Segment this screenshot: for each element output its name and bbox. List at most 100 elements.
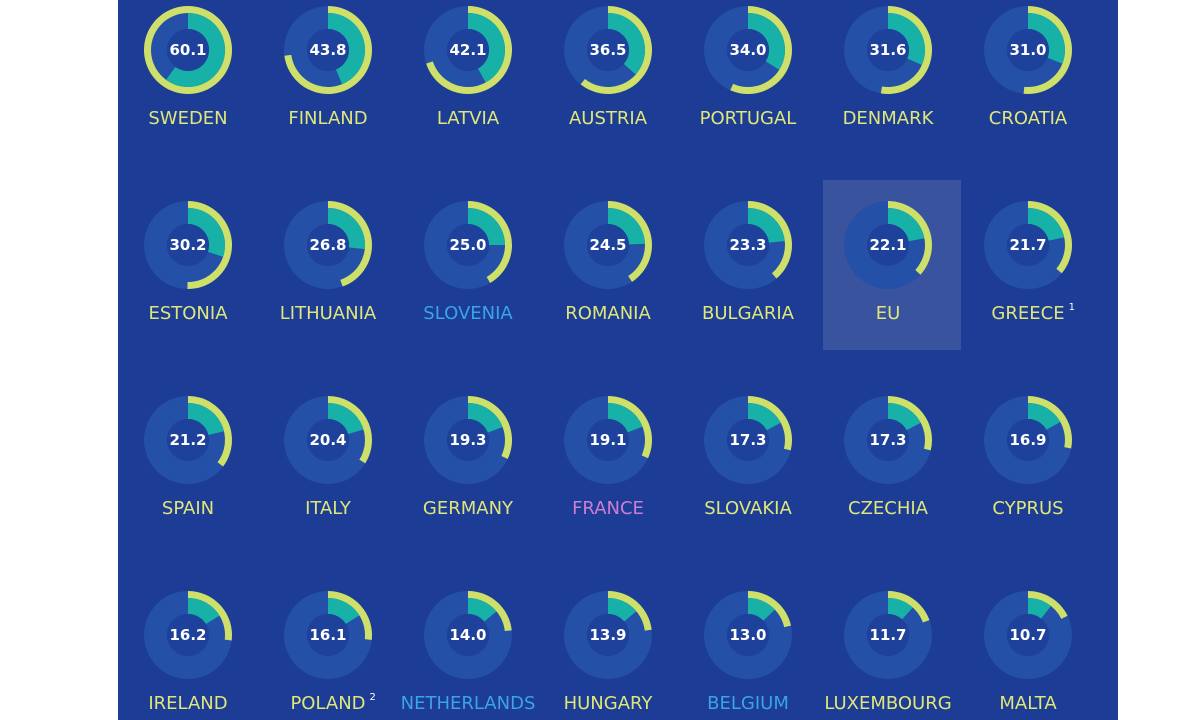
footnote-marker-greece: 1 [1069, 302, 1075, 313]
value-label-poland: 16.1 [309, 626, 346, 644]
country-label-france: FRANCE [572, 498, 644, 519]
outer-arc-greece [1028, 201, 1072, 274]
inner-arc-luxembourg [888, 598, 913, 620]
outer-arc-ireland [188, 591, 232, 641]
inner-disc [587, 29, 629, 71]
country-label-portugal: PORTUGAL [700, 108, 797, 129]
country-item-hungary: 13.9 HUNGARY [564, 591, 653, 714]
inner-arc-spain [188, 403, 224, 436]
country-item-eu: 22.1 EU [823, 180, 961, 350]
country-item-austria: 36.5 AUSTRIA [564, 6, 652, 129]
inner-disc [587, 224, 629, 266]
value-label-eu: 22.1 [869, 236, 906, 254]
country-item-slovenia: 25.0 SLOVENIA [423, 201, 513, 324]
inner-disc [1007, 614, 1049, 656]
value-label-slovakia: 17.3 [729, 431, 766, 449]
inner-arc-germany [468, 403, 503, 433]
country-item-slovakia: 17.3 SLOVAKIA [704, 396, 792, 519]
country-label-bulgaria: BULGARIA [702, 303, 795, 324]
value-label-ireland: 16.2 [169, 626, 206, 644]
country-label-greece: GREECE [991, 303, 1064, 324]
inner-arc-latvia [468, 13, 506, 83]
value-label-croatia: 31.0 [1009, 41, 1046, 59]
country-label-slovakia: SLOVAKIA [704, 498, 792, 519]
value-label-cyprus: 16.9 [1009, 431, 1046, 449]
country-item-ireland: 16.2 IRELAND [144, 591, 232, 714]
country-label-germany: GERMANY [423, 498, 514, 519]
country-item-italy: 20.4 ITALY [284, 396, 373, 519]
country-item-portugal: 34.0 PORTUGAL [700, 6, 797, 129]
country-label-czechia: CZECHIA [848, 498, 929, 519]
country-item-france: 19.1 FRANCE [564, 396, 653, 519]
country-item-czechia: 17.3 CZECHIA [844, 396, 932, 519]
inner-disc [307, 224, 349, 266]
inner-arc-poland [328, 598, 360, 624]
inner-disc [167, 224, 209, 266]
outer-arc-slovenia [468, 201, 512, 284]
value-label-austria: 36.5 [589, 41, 626, 59]
inner-disc [307, 614, 349, 656]
inner-disc [587, 419, 629, 461]
inner-arc-finland [328, 13, 365, 85]
inner-disc [727, 224, 769, 266]
inner-arc-greece [1028, 208, 1065, 241]
country-item-lithuania: 26.8 LITHUANIA [280, 201, 377, 324]
outer-arc-spain [188, 396, 233, 467]
country-item-greece: 21.7 GREECE [984, 201, 1072, 324]
outer-arc-denmark [880, 6, 932, 94]
inner-arc-netherlands [468, 598, 497, 622]
inner-disc [307, 29, 349, 71]
country-item-spain: 21.2 SPAIN [144, 396, 233, 519]
country-label-luxembourg: LUXEMBOURG [824, 693, 951, 714]
value-label-greece: 21.7 [1009, 236, 1046, 254]
outer-arc-portugal [730, 6, 792, 95]
country-label-croatia: CROATIA [989, 108, 1068, 129]
inner-disc [587, 614, 629, 656]
outer-arc-eu [888, 201, 932, 275]
inner-arc-denmark [888, 13, 925, 65]
country-item-sweden: 60.1 SWEDEN [143, 6, 232, 129]
value-label-romania: 24.5 [589, 236, 626, 254]
country-item-finland: 43.8 FINLAND [284, 6, 372, 129]
value-label-hungary: 13.9 [589, 626, 626, 644]
radial-chart-grid: 60.1 SWEDEN 43.8 FINLAND 42.1 LATVIA 36.5 AUSTR… [143, 6, 1075, 714]
outer-arc-bulgaria [748, 201, 793, 279]
country-label-slovenia: SLOVENIA [423, 303, 513, 324]
country-item-luxembourg: 11.7 LUXEMBOURG [824, 591, 952, 714]
inner-disc [167, 29, 209, 71]
country-item-estonia: 30.2 ESTONIA [144, 201, 233, 324]
inner-disc [867, 29, 909, 71]
country-label-romania: ROMANIA [565, 303, 651, 324]
country-label-spain: SPAIN [162, 498, 214, 519]
inner-disc [867, 614, 909, 656]
country-item-germany: 19.3 GERMANY [423, 396, 514, 519]
inner-disc [447, 29, 489, 71]
outer-arc-lithuania [328, 201, 372, 287]
value-label-slovenia: 25.0 [449, 236, 486, 254]
country-label-latvia: LATVIA [437, 108, 500, 129]
chart-panel: 60.1 SWEDEN 43.8 FINLAND 42.1 LATVIA 36.5 AUSTR… [118, 0, 1118, 720]
inner-arc-cyprus [1028, 403, 1061, 430]
inner-arc-czechia [888, 403, 921, 431]
outer-arc-germany [468, 396, 512, 459]
outer-arc-luxembourg [888, 591, 930, 623]
inner-arc-sweden [166, 13, 225, 87]
inner-arc-slovakia [748, 403, 781, 431]
outer-arc-cyprus [1028, 396, 1072, 449]
country-label-belgium: BELGIUM [707, 693, 789, 714]
country-item-romania: 24.5 ROMANIA [564, 201, 652, 324]
inner-arc-estonia [188, 208, 225, 257]
outer-arc-hungary [608, 591, 652, 631]
inner-disc [1007, 29, 1049, 71]
value-label-estonia: 30.2 [169, 236, 206, 254]
value-label-denmark: 31.6 [869, 41, 906, 59]
country-label-netherlands: NETHERLANDS [401, 693, 536, 714]
inner-arc-france [608, 403, 643, 433]
country-label-austria: AUSTRIA [569, 108, 648, 129]
footnote-marker-poland: 2 [370, 692, 376, 703]
value-label-latvia: 42.1 [449, 41, 486, 59]
country-item-bulgaria: 23.3 BULGARIA [702, 201, 795, 324]
outer-arc-czechia [888, 396, 932, 451]
inner-arc-romania [608, 208, 645, 245]
inner-disc [307, 419, 349, 461]
